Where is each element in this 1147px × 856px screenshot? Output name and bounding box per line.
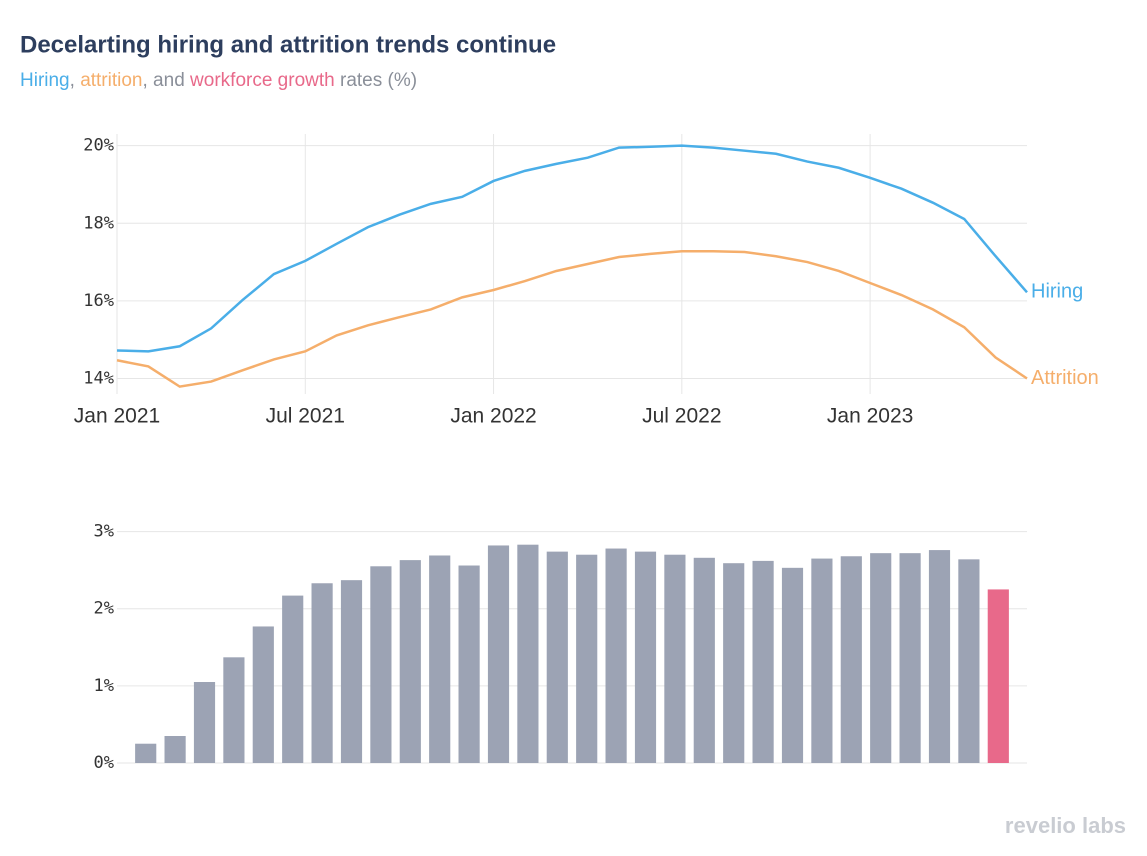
bar [840, 556, 862, 763]
bar [958, 559, 980, 763]
bar [164, 736, 186, 763]
bar [811, 558, 833, 763]
bar [517, 544, 539, 763]
line [116, 249, 1028, 388]
bar [340, 580, 363, 763]
bar [429, 555, 451, 763]
bar [576, 554, 598, 763]
y-tick-label: 2% [94, 599, 114, 619]
y-tick-label: 0% [94, 753, 114, 773]
x-tick-label: Jan 2023 [827, 405, 913, 428]
bar [311, 583, 333, 763]
bar [193, 682, 216, 763]
y-tick-label: 1% [94, 676, 114, 696]
series-label: Hiring [1031, 281, 1083, 303]
x-tick-label: Jul 2021 [266, 405, 345, 428]
logo: revelio labs [1005, 813, 1126, 838]
y-tick-label: 3% [94, 522, 114, 542]
bar [634, 551, 657, 763]
subtitle-part: workforce growth [189, 70, 335, 91]
bar [928, 550, 951, 763]
bar [899, 553, 921, 763]
bar [987, 589, 1009, 763]
bar [487, 545, 510, 763]
bar [781, 567, 804, 763]
title: Decelarting hiring and attrition trends … [20, 31, 556, 58]
bar [223, 657, 245, 763]
subtitle-part: Hiring [20, 70, 70, 91]
line [116, 144, 1028, 353]
bar [752, 560, 774, 763]
bar [370, 566, 392, 763]
y-tick-label: 14% [83, 368, 114, 388]
bar [693, 557, 715, 763]
bar [546, 551, 568, 763]
y-tick-label: 20% [83, 136, 114, 156]
subtitle-part: attrition [80, 70, 142, 91]
bar [135, 743, 157, 763]
bar [723, 563, 745, 763]
bar [399, 560, 421, 763]
bar [458, 565, 480, 763]
subtitle-part: , and [143, 70, 191, 91]
y-tick-label: 18% [83, 213, 114, 233]
subtitle: Hiring, attrition, and workforce growth … [20, 70, 417, 91]
bar [664, 554, 686, 763]
x-tick-label: Jan 2022 [450, 405, 536, 428]
series-label: Attrition [1031, 367, 1099, 389]
bar [605, 548, 627, 763]
x-tick-label: Jul 2022 [642, 405, 721, 428]
subtitle-part: , [70, 70, 81, 91]
bar [282, 595, 304, 763]
bar [870, 553, 892, 763]
x-tick-label: Jan 2021 [74, 405, 160, 428]
y-tick-label: 16% [83, 291, 114, 311]
bar [252, 626, 274, 763]
subtitle-part: rates (%) [335, 70, 417, 91]
